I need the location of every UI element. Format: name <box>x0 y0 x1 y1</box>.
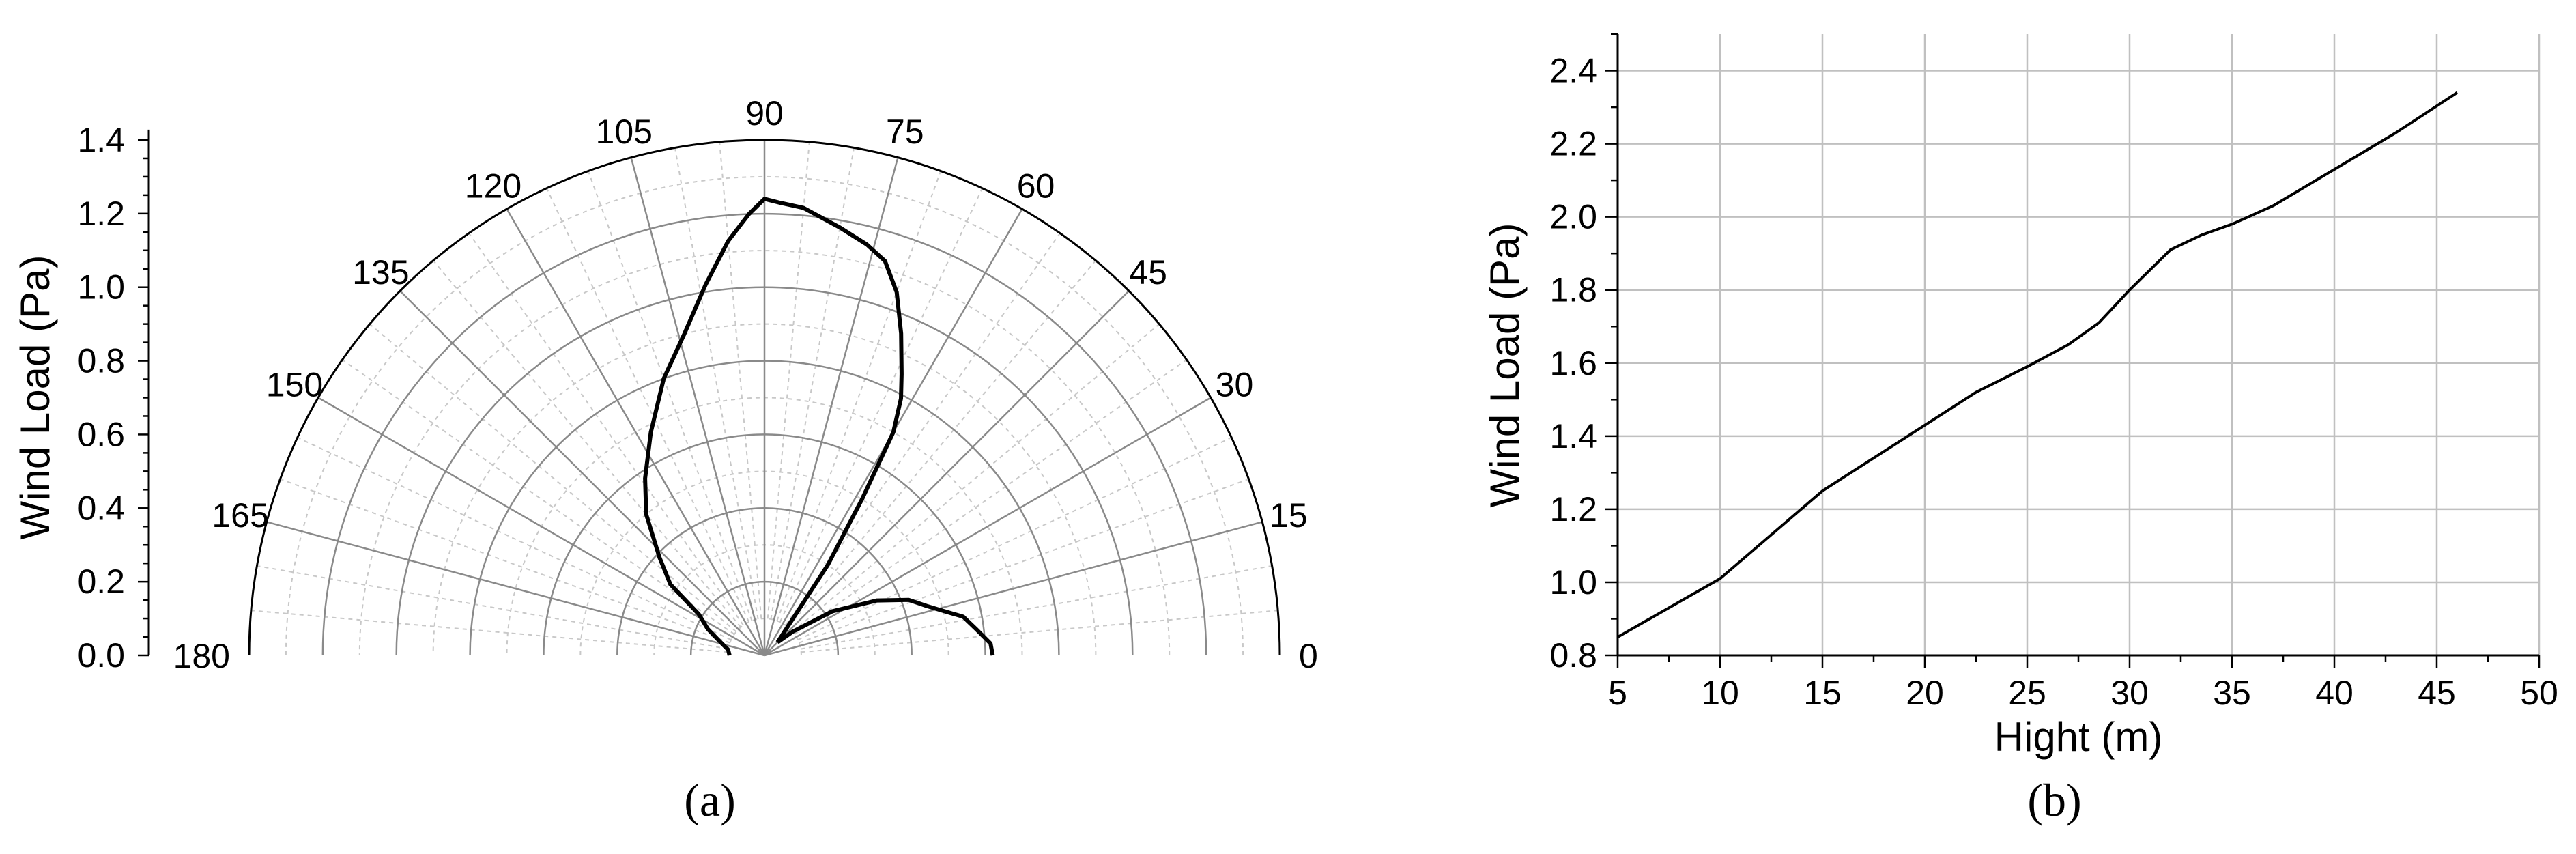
radial-tick-label: 0.4 <box>77 489 125 527</box>
y-tick-label: 0.8 <box>1549 636 1597 674</box>
angle-tick-label: 15 <box>1270 496 1308 535</box>
polar-minor-ray <box>587 171 753 621</box>
radial-tick-label: 0.0 <box>77 636 125 674</box>
radial-tick-label: 1.4 <box>77 121 125 159</box>
y-tick-label: 1.0 <box>1549 563 1597 601</box>
y-tick-label: 2.4 <box>1549 52 1597 90</box>
polar-outer-arc <box>248 139 1281 656</box>
angle-tick-label: 135 <box>352 253 409 291</box>
polar-minor-circle <box>285 176 1244 656</box>
polar-major-ray <box>764 397 1212 657</box>
polar-minor-ray <box>297 437 732 641</box>
radial-axis-title: Wind Load (Pa) <box>12 255 58 540</box>
angle-tick-label: 45 <box>1129 253 1167 291</box>
polar-minor-ray <box>800 565 1272 650</box>
radial-tick-label: 0.6 <box>77 415 125 453</box>
x-tick-label: 5 <box>1608 674 1627 712</box>
angle-tick-label: 165 <box>212 496 268 535</box>
polar-major-ray <box>764 290 1130 656</box>
y-tick-label: 1.4 <box>1549 417 1597 455</box>
polar-minor-ray <box>787 259 1097 628</box>
x-tick-label: 25 <box>2008 674 2046 712</box>
radial-tick-label: 0.8 <box>77 342 125 380</box>
angle-tick-label: 90 <box>745 94 784 132</box>
polar-minor-ray <box>792 323 1160 633</box>
polar-minor-ray <box>799 478 1249 644</box>
polar-minor-ray <box>801 610 1278 653</box>
y-tick-label: 2.2 <box>1549 125 1597 163</box>
polar-major-ray <box>764 521 1263 657</box>
polar-minor-ray <box>767 141 810 619</box>
polar-major-ray <box>763 157 899 656</box>
polar-minor-ray <box>468 232 744 626</box>
polar-chart: 0 15 30 45 60 75 90 105 120 135 150 165 180 0.0 0.2 0.4… <box>12 94 1318 675</box>
angle-tick-label: 150 <box>266 366 323 404</box>
angle-tick-label: 30 <box>1216 366 1254 404</box>
polar-minor-ray <box>280 478 730 644</box>
angle-tick-label: 60 <box>1017 167 1055 205</box>
polar-minor-ray <box>785 232 1061 626</box>
x-tick-label: 10 <box>1701 674 1739 712</box>
polar-major-ray <box>266 521 765 657</box>
polar-minor-ray <box>251 610 728 653</box>
angle-tick-label: 105 <box>596 113 653 151</box>
polar-minor-ray <box>257 565 729 650</box>
polar-minor-ray <box>432 259 742 628</box>
polar-minor-ray <box>369 323 737 633</box>
y-tick-label: 1.8 <box>1549 271 1597 309</box>
polar-minor-ray <box>794 359 1188 635</box>
y-tick-label: 2.0 <box>1549 198 1597 236</box>
x-tick-label: 35 <box>2213 674 2251 712</box>
x-tick-label: 15 <box>1803 674 1842 712</box>
polar-minor-ray <box>779 188 983 623</box>
y-axis-title: Wind Load (Pa) <box>1482 223 1528 508</box>
x-tick-label: 30 <box>2110 674 2149 712</box>
polar-minor-ray <box>797 437 1232 641</box>
polar-minor-ray <box>776 171 942 621</box>
polar-minor-ray <box>546 188 750 623</box>
polar-major-ray <box>506 208 766 656</box>
polar-minor-ray <box>770 147 855 620</box>
x-tick-label: 20 <box>1906 674 1944 712</box>
polar-major-ray <box>399 290 765 656</box>
polar-minor-circle <box>432 323 1097 656</box>
polar-minor-ray <box>674 147 759 620</box>
y-tick-label: 1.2 <box>1549 490 1597 528</box>
polar-major-ray <box>630 157 766 656</box>
angle-tick-label: 120 <box>465 167 521 205</box>
series-line <box>1617 91 2459 638</box>
polar-minor-ray <box>719 141 762 619</box>
line-chart: 5 10 15 20 25 30 35 40 45 50 0.8 1.0 1.2 1.4 1.6 1.8 2.0… <box>1482 33 2558 760</box>
x-tick-label: 50 <box>2520 674 2558 712</box>
radial-tick-label: 0.2 <box>77 563 125 601</box>
polar-data-curve <box>643 197 904 656</box>
angle-tick-label: 75 <box>886 113 924 151</box>
caption-b: (b) <box>2027 774 2081 826</box>
x-axis-title: Hight (m) <box>1994 714 2163 760</box>
polar-major-ray <box>317 397 765 657</box>
angle-tick-label: 0 <box>1299 637 1318 675</box>
radial-tick-label: 1.0 <box>77 268 125 307</box>
angle-tick-label: 180 <box>173 637 230 675</box>
y-tick-label: 1.6 <box>1549 344 1597 382</box>
polar-data-curve <box>776 597 995 656</box>
x-tick-label: 40 <box>2315 674 2353 712</box>
x-tick-label: 45 <box>2418 674 2456 712</box>
caption-a: (a) <box>684 774 735 826</box>
radial-tick-label: 1.2 <box>77 195 125 233</box>
polar-minor-ray <box>341 359 735 635</box>
